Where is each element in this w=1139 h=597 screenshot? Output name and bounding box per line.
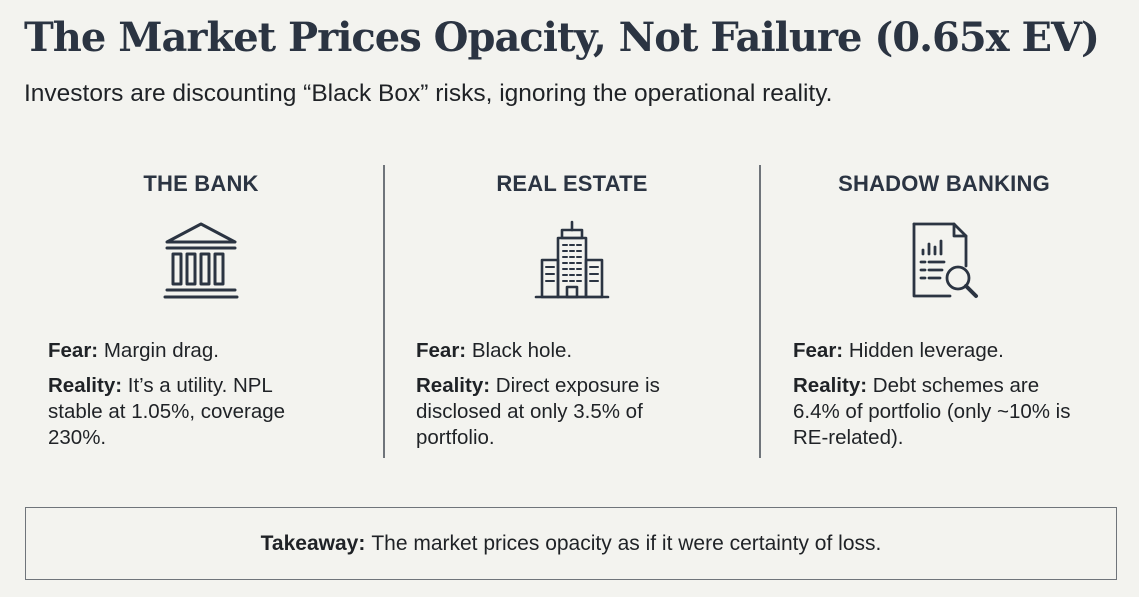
- column-title: SHADOW BANKING: [838, 171, 1050, 196]
- skyscraper-icon: [532, 220, 612, 300]
- fear-line: Fear: Black hole.: [416, 339, 573, 362]
- takeaway-box: Takeaway: The market prices opacity as i…: [25, 507, 1117, 580]
- page-title: The Market Prices Opacity, Not Failure (…: [24, 14, 1100, 61]
- fear-line: Fear: Margin drag.: [48, 339, 219, 362]
- column-divider: [759, 165, 761, 458]
- fear-line: Fear: Hidden leverage.: [793, 339, 1004, 362]
- column-text: Fear: Hidden leverage. Reality: Debt sch…: [793, 338, 1133, 460]
- document-magnifier-icon: [904, 220, 984, 300]
- takeaway-label: Takeaway:: [260, 531, 366, 555]
- column-divider: [383, 165, 385, 458]
- column-text: Fear: Black hole. Reality: Direct exposu…: [416, 338, 746, 460]
- column-title: REAL ESTATE: [496, 171, 648, 196]
- reality-line: Reality: Debt schemes are 6.4% of portfol…: [793, 374, 1071, 449]
- bank-building-icon: [161, 220, 241, 300]
- takeaway-text: The market prices opacity as if it were …: [371, 531, 882, 555]
- page-subtitle: Investors are discounting “Black Box” ri…: [24, 80, 833, 107]
- reality-line: Reality: Direct exposure is disclosed at …: [416, 374, 660, 449]
- column-text: Fear: Margin drag. Reality: It’s a utili…: [48, 338, 368, 460]
- reality-line: Reality: It’s a utility. NPL stable at 1.…: [48, 374, 286, 449]
- column-title: THE BANK: [143, 171, 259, 196]
